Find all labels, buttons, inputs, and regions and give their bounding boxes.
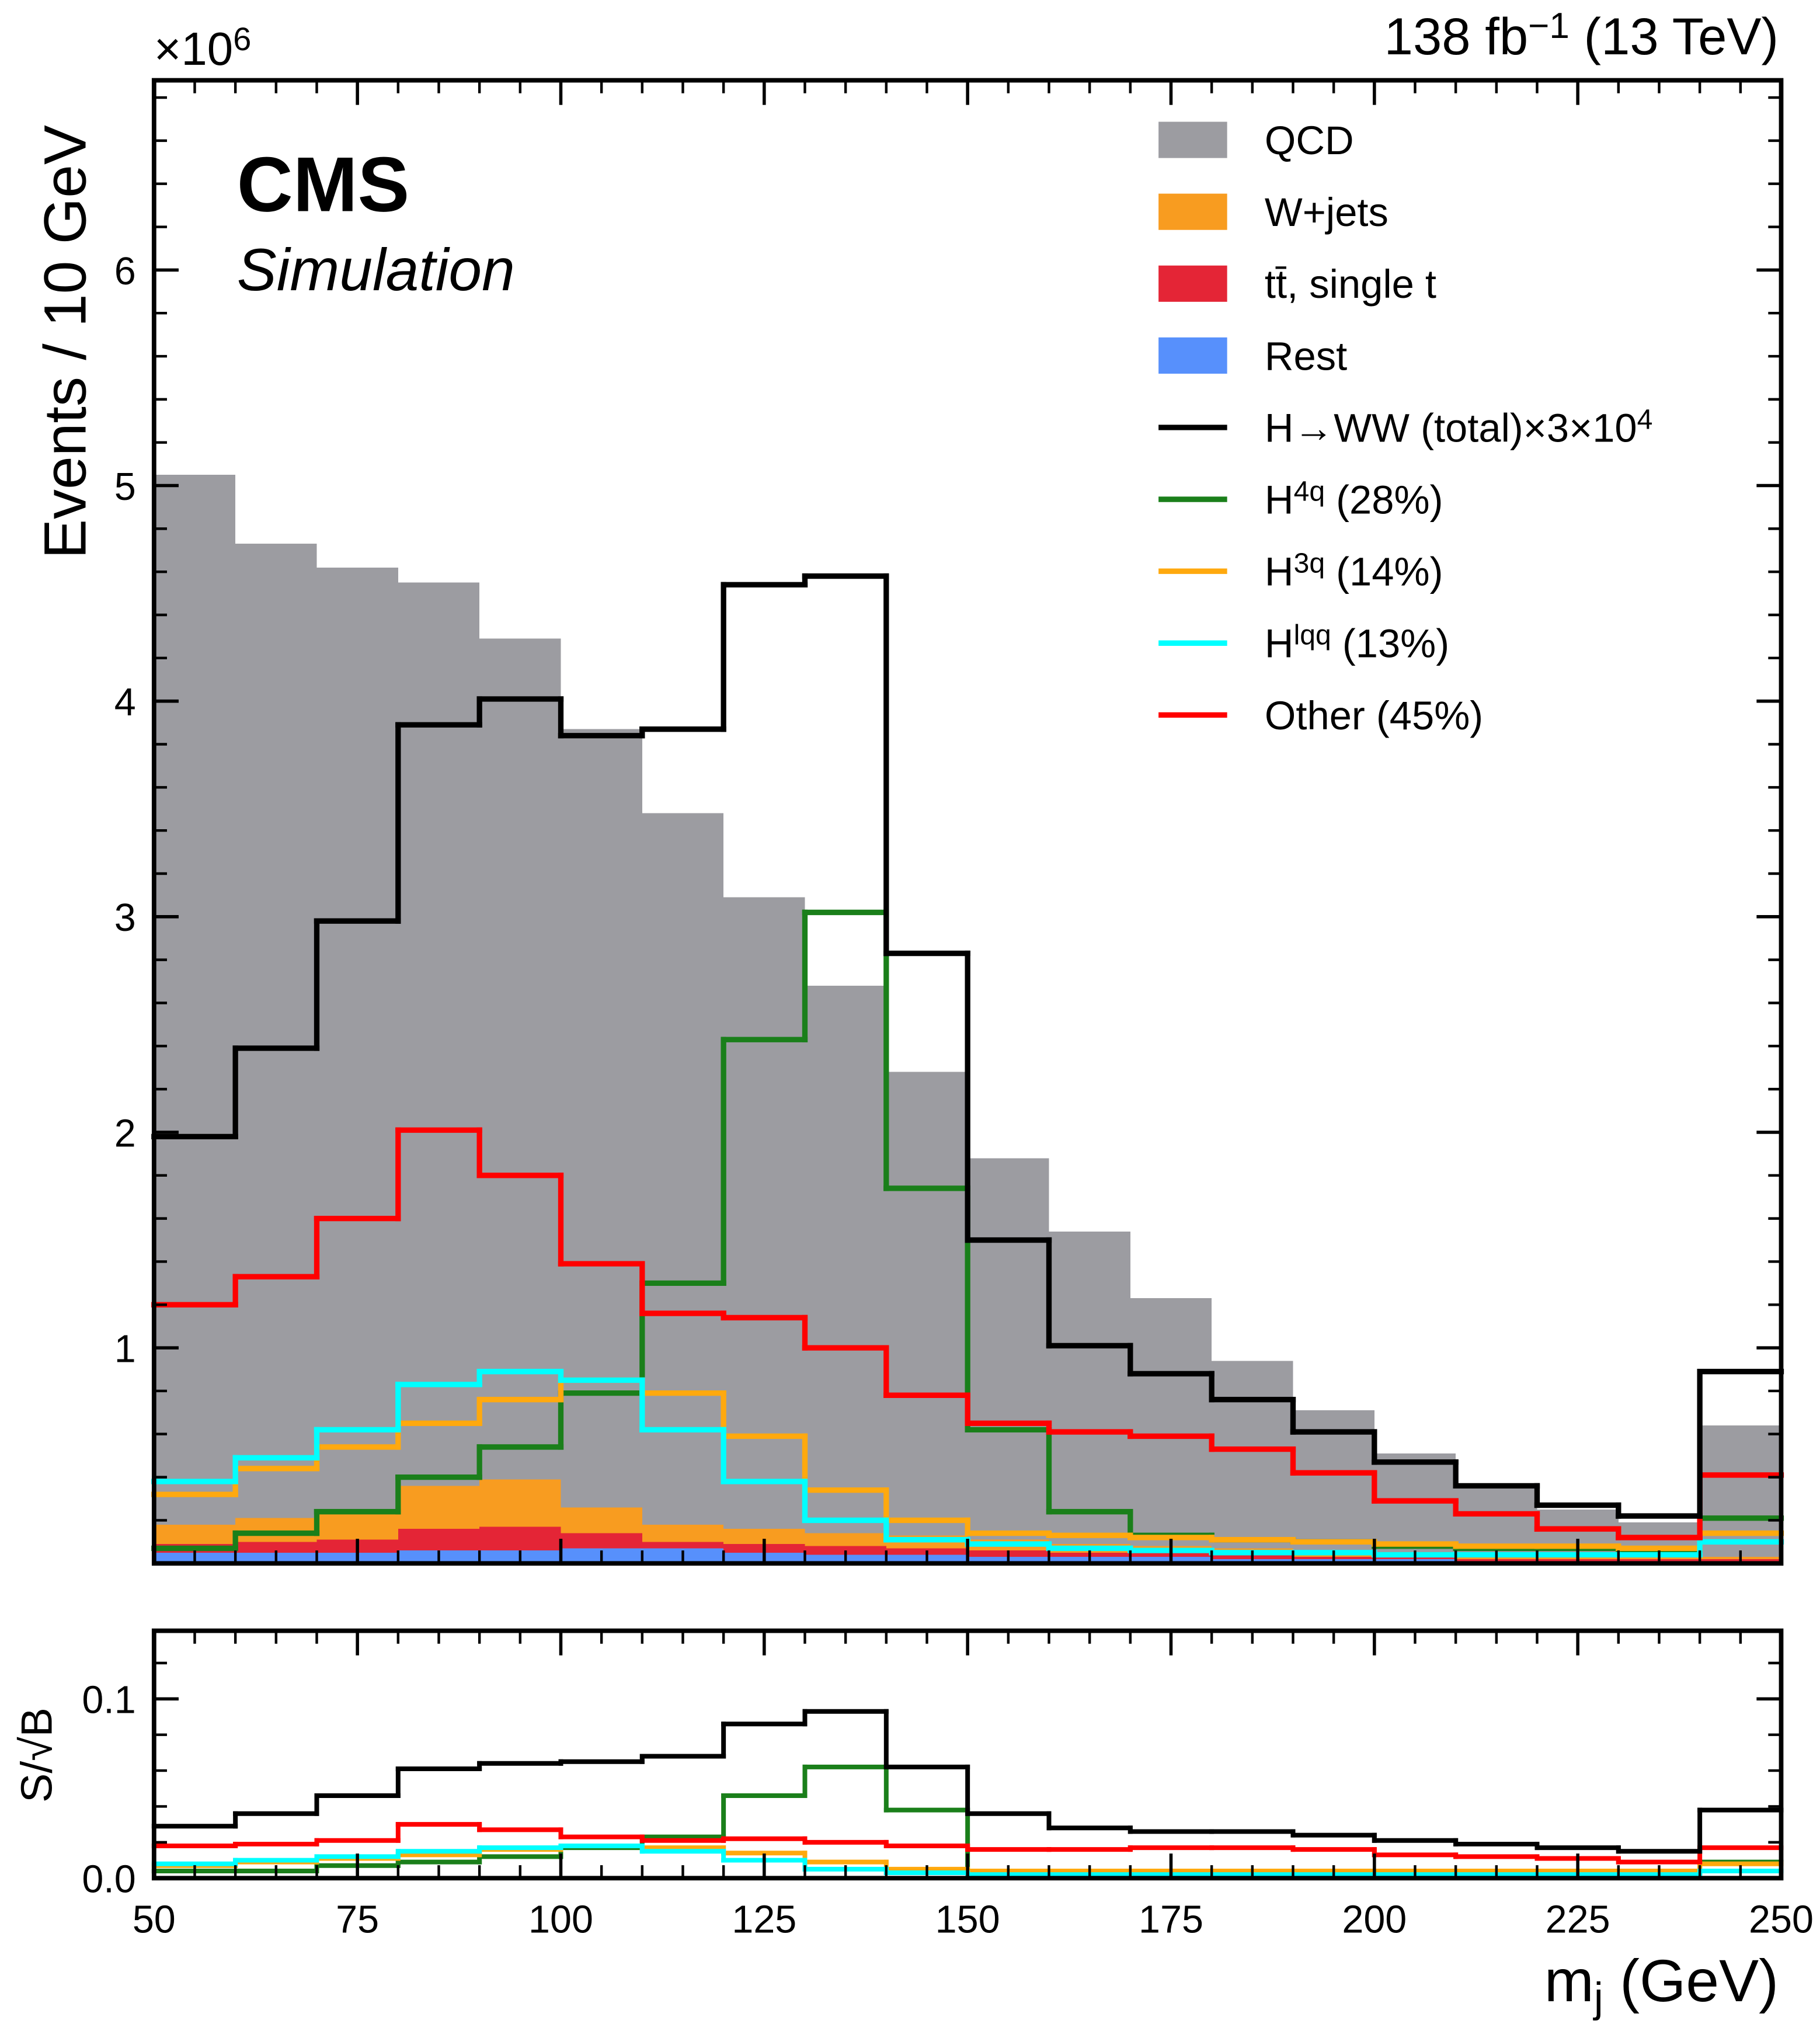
stack-bar [805,985,886,1533]
y-tick-label: 0.1 [82,1679,135,1722]
text-part: Rest [1265,333,1347,378]
text-part: QCD [1265,118,1354,163]
lumi-label: 138 fb−1 (13 TeV) [1384,6,1779,65]
y-tick-label: 1 [114,1327,136,1371]
x-tick-label: 125 [732,1898,796,1941]
text-part: (13%) [1331,621,1449,666]
stack-bar [1049,1231,1130,1545]
stack-bar [235,544,317,1518]
text-part: H [1265,477,1294,522]
ratio-y-axis-label: S/√B [12,1707,61,1803]
y-tick-label: 5 [114,465,136,509]
stack-bar [642,1542,724,1549]
stack-bar [1374,1453,1456,1555]
legend-label: H4q (28%) [1265,476,1443,523]
y-axis-label: Events / 10 GeV [32,125,98,559]
x-tick-label: 225 [1546,1898,1610,1941]
legend-label: Hlqq (13%) [1265,620,1449,666]
x-tick-label: 175 [1139,1898,1203,1941]
legend-label: H→WW (total)×3×104 [1265,404,1652,451]
text-part: (13 TeV) [1570,8,1779,65]
multiplier: ×106 [154,20,251,75]
stack-bar [479,1526,561,1551]
stack-bar [316,1509,398,1540]
y-tick-label: 6 [114,250,136,293]
legend-label: Rest [1265,333,1347,378]
text-part: 138 fb [1384,8,1529,65]
x-tick-label: 50 [133,1898,176,1941]
stack-bar [398,1529,480,1551]
legend-swatch [1158,193,1227,230]
stack-bar [723,897,805,1529]
legend-label: QCD [1265,118,1354,163]
legend-swatch [1158,265,1227,302]
text-part: tt̄, single t [1265,262,1436,307]
legend-label: W+jets [1265,190,1389,235]
x-tick-label: 150 [935,1898,1000,1941]
stack-bar [398,582,480,1486]
stack-bar [154,1524,236,1545]
stack-bar [561,1507,642,1533]
stack-bar [805,1533,886,1546]
text-part: (GeV) [1603,1947,1779,2014]
text-part: Other (45%) [1265,693,1483,738]
legend-label: H3q (14%) [1265,548,1443,594]
cms-label: CMS [237,142,410,228]
text-part: (14%) [1325,550,1443,594]
stack-bar [479,638,561,1480]
stack-bar [154,475,236,1525]
stack-bar [479,1479,561,1527]
text-part: j [1593,1974,1603,2021]
text-part: (28%) [1325,477,1443,522]
stack-bar [1700,1425,1781,1557]
legend-label: tt̄, single t [1265,262,1436,307]
stack-bar [398,1486,480,1529]
x-tick-label: 200 [1342,1898,1407,1941]
stack-bar [235,1542,317,1553]
text-part: H [1265,621,1294,666]
text-part: W+jets [1265,190,1389,235]
text-part: ×10 [154,23,233,75]
text-part: 6 [233,20,251,57]
text-part: 3q [1294,548,1325,579]
legend-label: Other (45%) [1265,693,1483,738]
text-part: H→WW (total)×3×10 [1265,405,1637,450]
y-tick-label: 2 [114,1112,136,1155]
text-part: lqq [1294,620,1331,651]
stack-bar [642,1524,724,1542]
stack-bar [561,1533,642,1549]
stack-bar [886,1072,968,1536]
x-axis-label: mj (GeV) [1544,1947,1779,2021]
text-part: m [1544,1947,1594,2014]
x-tick-label: 75 [336,1898,379,1941]
stack-bar [235,1518,317,1542]
text-part: H [1265,550,1294,594]
stack-bar [1130,1298,1212,1546]
text-part: −1 [1528,6,1570,46]
stack-bar [316,567,398,1510]
text-part: 4 [1637,404,1653,436]
text-part: 4q [1294,476,1325,507]
legend-swatch [1158,121,1227,158]
stack-bar [642,813,724,1525]
x-tick-label: 250 [1749,1898,1814,1941]
stack-bar [968,1158,1049,1540]
x-tick-label: 100 [528,1898,593,1941]
cms-sublabel: Simulation [237,237,515,303]
y-tick-label: 4 [114,681,136,724]
y-tick-label: 3 [114,896,136,940]
legend-swatch [1158,337,1227,374]
y-tick-label: 0.0 [82,1858,135,1901]
stack-bar [1212,1361,1293,1549]
